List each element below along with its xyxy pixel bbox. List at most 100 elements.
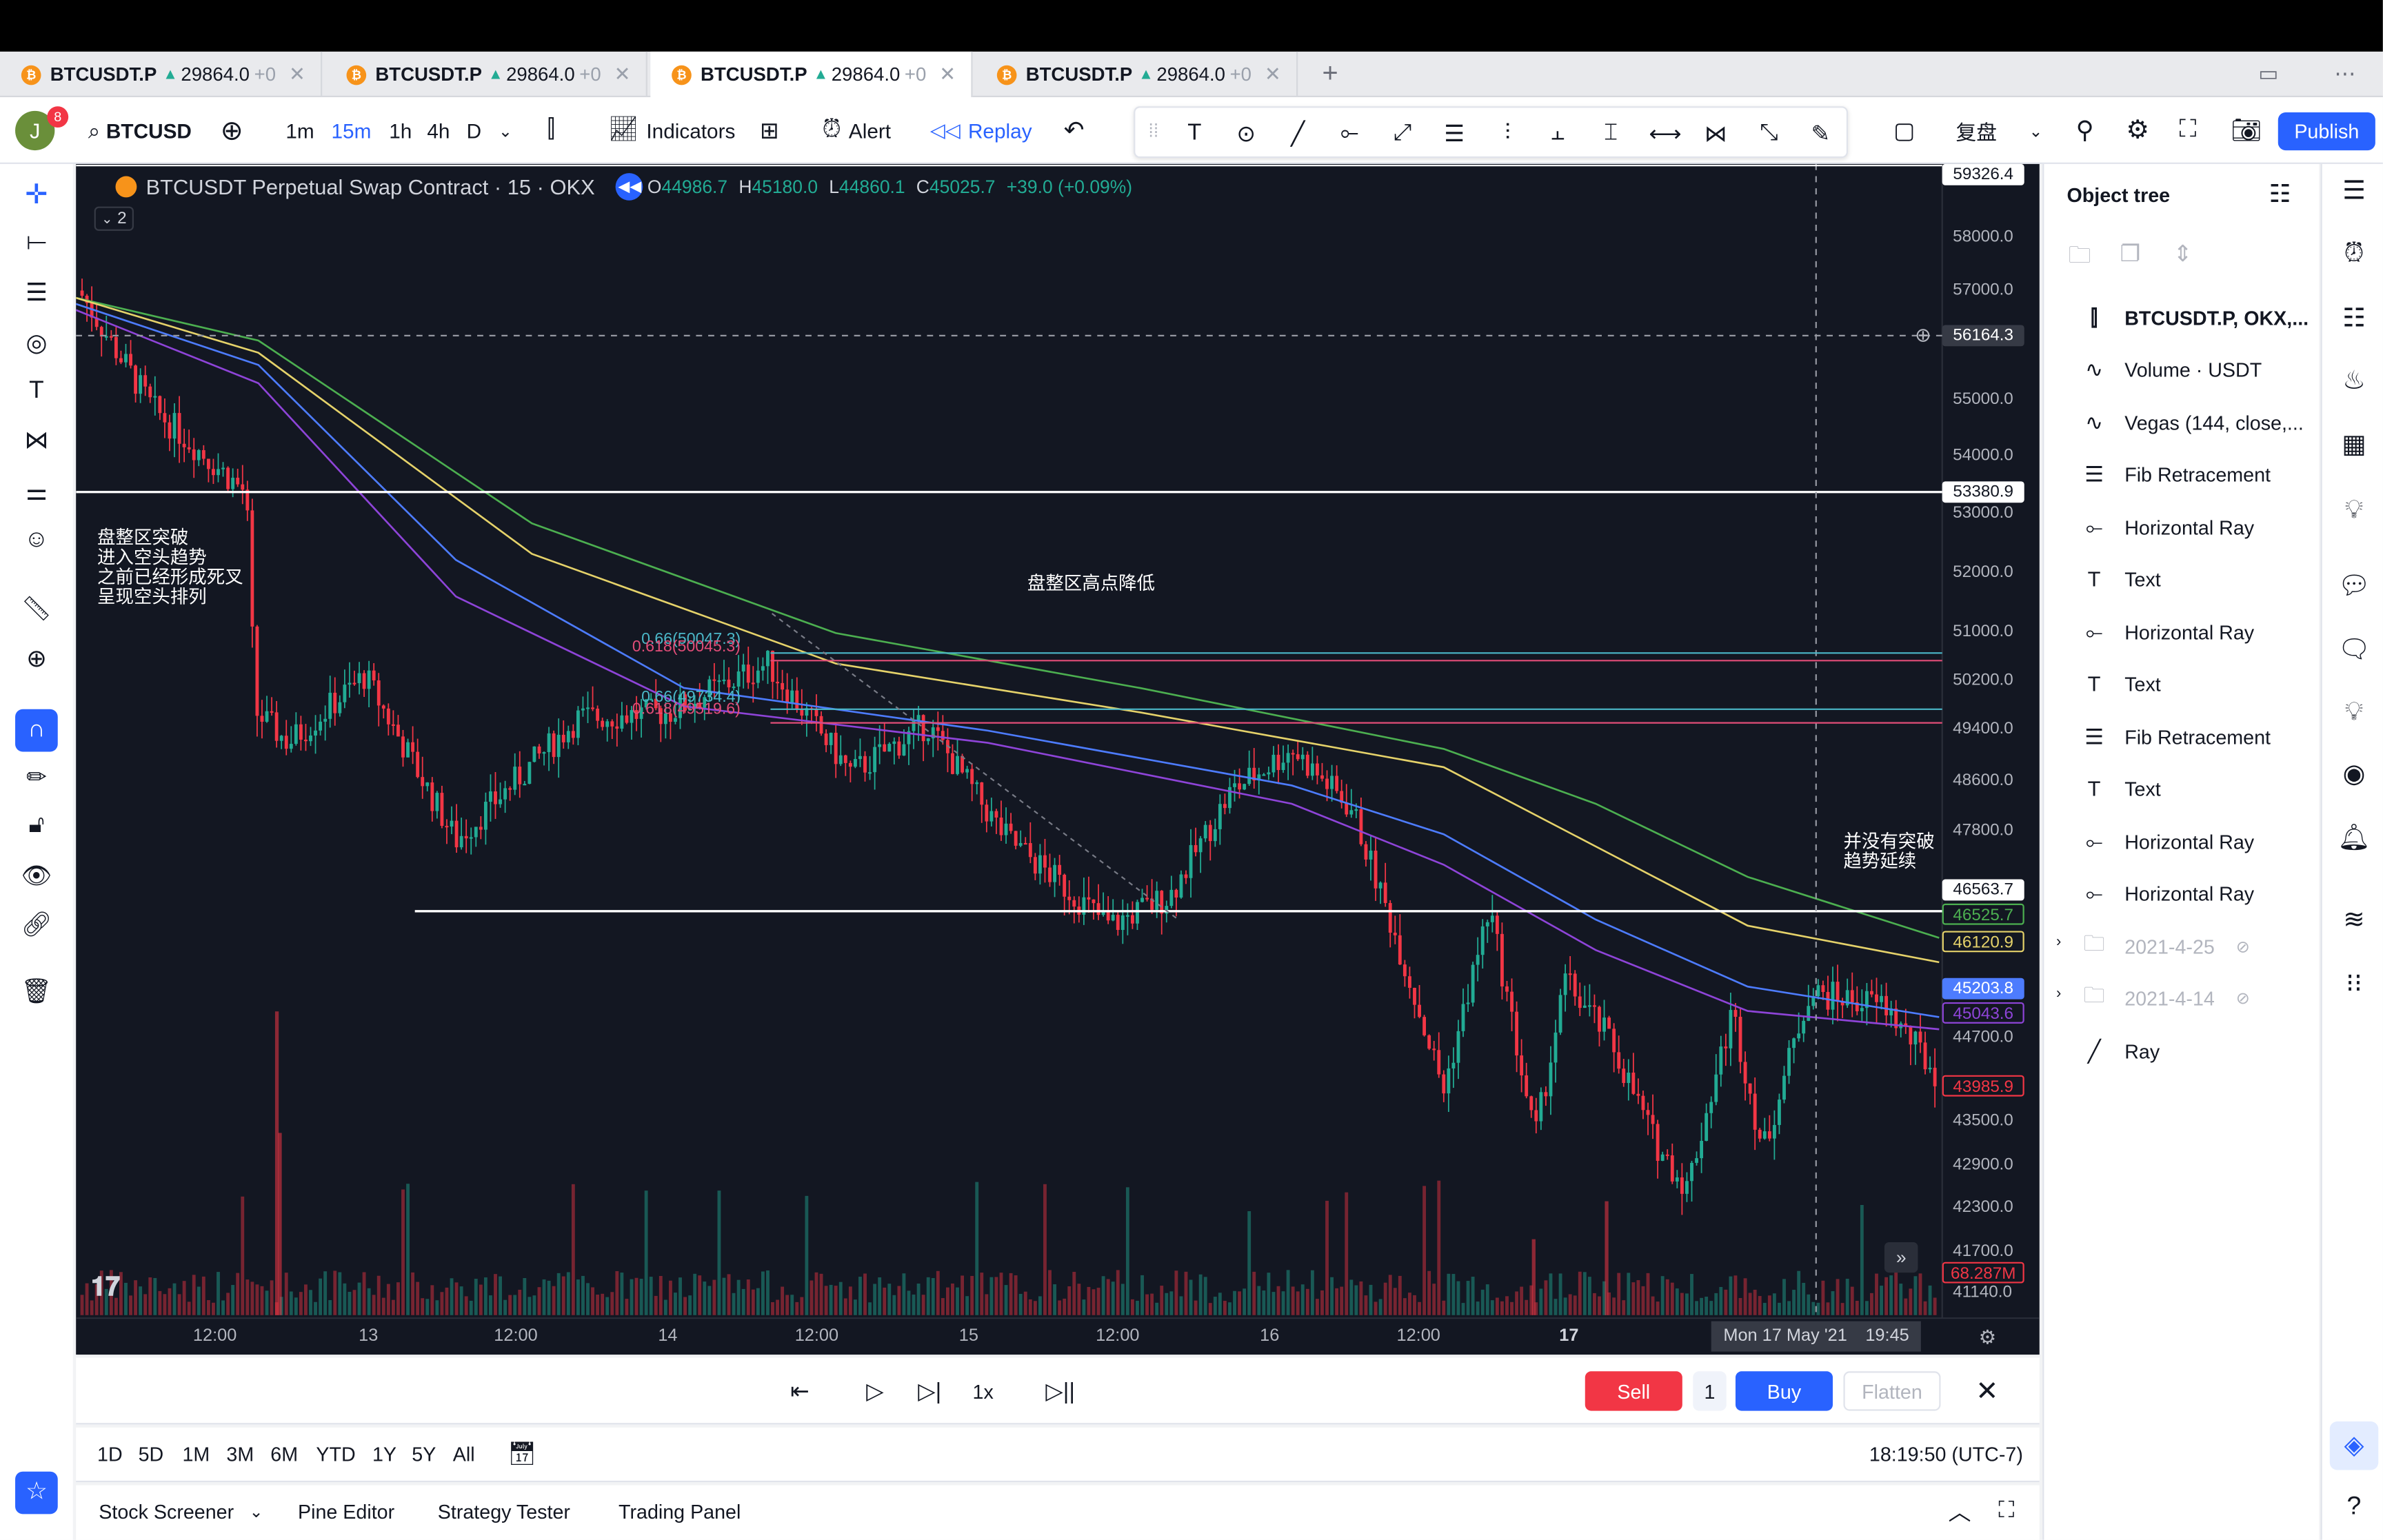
date-range-icon[interactable]: ⟷ — [1649, 121, 1682, 148]
range-5y[interactable]: 5Y — [412, 1442, 436, 1466]
close-tab-icon[interactable]: ✕ — [614, 62, 631, 85]
range-1d[interactable]: 1D — [97, 1442, 123, 1466]
indicators-button[interactable]: 📈︎ Indicators — [608, 97, 736, 164]
interval-4h[interactable]: 4h — [427, 119, 450, 142]
zoom-in-icon[interactable]: ⊕ — [26, 647, 47, 673]
brush-tool-icon[interactable]: ✎ — [1811, 121, 1831, 148]
ray-tool-icon[interactable]: ⤢ — [1394, 120, 1412, 146]
restore-dropdown-icon[interactable]: ⌄ — [2029, 122, 2043, 141]
maximize-panel-icon[interactable]: ⛶ — [1998, 1497, 2015, 1523]
range-1y[interactable]: 1Y — [372, 1442, 397, 1466]
range-all[interactable]: All — [452, 1442, 475, 1466]
favorites-star-icon[interactable]: ☆ — [15, 1471, 58, 1514]
scroll-right-icon[interactable]: » — [1884, 1242, 1918, 1273]
crosshair-icon[interactable]: ✛ — [25, 179, 48, 210]
annotation-no-breakout[interactable]: 并没有突破 趋势延续 — [1843, 831, 1935, 872]
tab-strategy-tester[interactable]: Strategy Tester — [437, 1500, 570, 1523]
tree-item-text[interactable]: T Text — [2078, 562, 2321, 595]
range-5d[interactable]: 5D — [138, 1442, 164, 1466]
camera-icon[interactable]: 📷︎ — [2231, 118, 2262, 145]
tree-item-ray[interactable]: ╱ Ray — [2078, 1034, 2321, 1067]
tree-folder[interactable]: 🗀︎ 2021-4-14 ⊘ — [2078, 981, 2321, 1014]
emoji-icon[interactable]: ☺ — [23, 527, 49, 553]
chat-icon[interactable]: 💬︎ — [2337, 571, 2371, 600]
dom-icon[interactable]: ⁝⁝ — [2346, 969, 2362, 998]
tips-icon[interactable]: 💡︎ — [2344, 697, 2364, 727]
go-to-date-icon[interactable]: 📅︎ — [507, 1441, 537, 1468]
link-icon[interactable]: 🔗︎ — [21, 913, 52, 939]
compare-add-icon[interactable]: ⊕ — [220, 114, 243, 145]
tree-item-hray[interactable]: ⟜ Horizontal Ray — [2078, 510, 2321, 543]
layers-icon[interactable]: ◈ — [2329, 1421, 2379, 1470]
chevron-up-icon[interactable]: ︿ — [1948, 1500, 1971, 1527]
chart-tab[interactable]: ₿ BTCUSDT.P ▲ 29864.0 +0 ✕ — [0, 51, 323, 97]
shapes-icon[interactable]: ◎ — [26, 331, 48, 357]
tree-item-text[interactable]: T Text — [2078, 771, 2321, 804]
path-tool-icon[interactable]: ⤡ — [1760, 120, 1778, 146]
stream-icon[interactable]: ◉ — [2342, 759, 2366, 789]
replay-button[interactable]: ◁◁ Replay — [930, 97, 1032, 164]
pitchfork-tool-icon[interactable]: ⫠ — [1551, 120, 1565, 146]
hray-tool-icon[interactable]: ⟜ — [1340, 120, 1359, 146]
tab-pine-editor[interactable]: Pine Editor — [297, 1500, 395, 1523]
zoom-icon[interactable]: ⚲ — [2075, 118, 2094, 145]
tab-stock-screener[interactable]: Stock Screener — [99, 1500, 234, 1523]
legend-collapse-button[interactable]: ⌄ 2 — [94, 206, 134, 231]
restore-label[interactable]: 复盘 — [1955, 121, 1998, 145]
ruler-icon[interactable]: 📏︎ — [21, 596, 52, 623]
calendar-icon[interactable]: ▦ — [2342, 429, 2366, 459]
alert-button[interactable]: ⏰︎ Alert — [822, 97, 891, 164]
annotation-breakout[interactable]: 盘整区突破 进入空头趋势 之前已经形成死叉 呈现空头排列 — [97, 527, 243, 608]
annotation-lower-highs[interactable]: 盘整区高点降低 — [1027, 572, 1156, 594]
new-folder-icon[interactable]: 🗀︎ — [2068, 243, 2091, 269]
rectangle-icon[interactable]: ▢ — [1893, 118, 1916, 145]
trash-icon[interactable]: 🗑︎ — [21, 979, 52, 1006]
layout-icon[interactable]: ▭ — [2258, 61, 2279, 85]
jump-back-icon[interactable]: ⇤ — [790, 1379, 810, 1405]
close-tab-icon[interactable]: ✕ — [939, 62, 956, 85]
expand-arrow-icon[interactable]: › — [2056, 985, 2062, 1002]
axis-settings-icon[interactable]: ⚙ — [1978, 1326, 1997, 1349]
interval-15m[interactable]: 15m — [331, 119, 372, 142]
tab-trading-panel[interactable]: Trading Panel — [619, 1500, 741, 1523]
chart-tab[interactable]: ₿ BTCUSDT.P ▲ 29864.0 +0 ✕ — [976, 51, 1298, 97]
object-tree-settings-icon[interactable]: ☷ — [2269, 182, 2291, 208]
jump-realtime-icon[interactable]: ▷|| — [1045, 1379, 1075, 1405]
timezone-clock[interactable]: 18:19:50 (UTC-7) — [1869, 1442, 2023, 1466]
tree-item-hray[interactable]: ⟜ Horizontal Ray — [2078, 876, 2321, 909]
chevron-down-icon[interactable]: ⌄ — [249, 1503, 263, 1522]
chart-canvas[interactable] — [76, 163, 2040, 1355]
tree-item-vegas[interactable]: ∿ Vegas (144, close,... — [2078, 405, 2321, 438]
hidden-eye-icon[interactable]: ⊘ — [2235, 938, 2251, 956]
tree-item-volume[interactable]: ∿ Volume · USDT — [2078, 352, 2321, 385]
hidden-eye-icon[interactable]: ⊘ — [2235, 989, 2251, 1008]
trendline-tool-icon[interactable]: ╱ — [1291, 121, 1305, 148]
fullscreen-icon[interactable]: ⛶ — [2179, 116, 2197, 143]
text-tool-icon[interactable]: T — [1187, 120, 1202, 146]
new-tab-icon[interactable]: + — [1322, 57, 1338, 88]
fib-tool-icon[interactable]: ☰ — [1444, 121, 1465, 148]
pattern-tool-icon[interactable]: ⋈ — [1704, 121, 1727, 148]
notifications-icon[interactable]: 🔔︎ — [2337, 823, 2371, 852]
tree-item-fib[interactable]: ☰ Fib Retracement — [2078, 720, 2321, 753]
publish-button[interactable]: Publish — [2278, 112, 2375, 151]
ideas-icon[interactable]: 💡︎ — [2344, 495, 2364, 525]
circle-tool-icon[interactable]: ⊙ — [1236, 121, 1256, 148]
quantity-field[interactable]: 1 — [1693, 1371, 1727, 1411]
drag-handle-icon[interactable]: ⁞⁞ — [1148, 120, 1159, 141]
trendline-icon[interactable]: ⟝ — [26, 229, 47, 256]
eye-icon[interactable]: 👁︎ — [21, 864, 52, 890]
range-1m[interactable]: 1M — [182, 1442, 210, 1466]
hotlist-icon[interactable]: ♨ — [2342, 365, 2366, 395]
tree-folder[interactable]: 🗀︎ 2021-4-25 ⊘ — [2078, 929, 2321, 962]
pattern-icon[interactable]: ⋈ — [24, 428, 49, 454]
tree-item-symbol[interactable]: ⫿ BTCUSDT.P, OKX,... — [2078, 301, 2321, 334]
chart-tab[interactable]: ₿ BTCUSDT.P ▲ 29864.0 +0 ✕ — [325, 51, 647, 97]
object-tree-icon[interactable]: ☷ — [2342, 303, 2366, 333]
tree-item-hray[interactable]: ⟜ Horizontal Ray — [2078, 615, 2321, 648]
candle-type-icon[interactable]: ⫿ — [547, 116, 555, 143]
tree-item-text[interactable]: T Text — [2078, 667, 2321, 700]
undo-icon[interactable]: ↶ — [1063, 118, 1085, 145]
vline-tool-icon[interactable]: ⫶ — [1505, 120, 1511, 146]
interval-dropdown-icon[interactable]: ⌄ — [498, 122, 513, 141]
